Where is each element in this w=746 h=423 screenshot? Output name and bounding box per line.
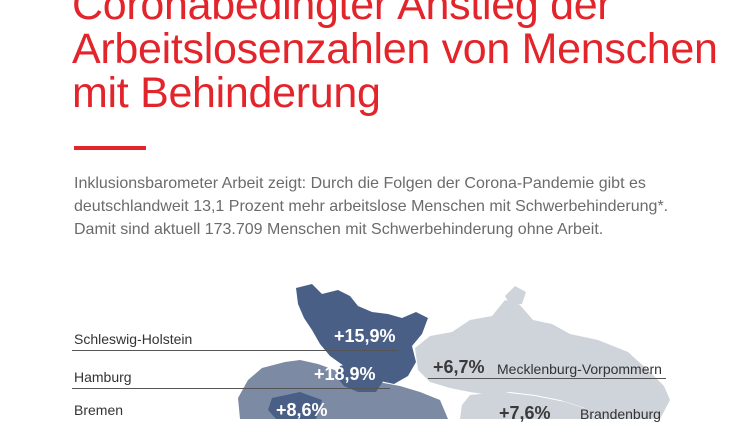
leader-line-mecklenburg-vorpommern [428, 378, 666, 379]
title-underline [74, 146, 146, 150]
page-title: Coronabedingter Anstieg der Arbeitslosen… [72, 0, 718, 117]
region-change-mecklenburg-vorpommern: +6,7% [433, 357, 485, 377]
lead-paragraph: Inklusionsbarometer Arbeit zeigt: Durch … [74, 175, 669, 238]
region-label-mecklenburg-vorpommern: Mecklenburg-Vorpommern [497, 361, 662, 377]
region-label-brandenburg: Brandenburg [580, 406, 661, 422]
region-change-hamburg: +18,9% [314, 364, 376, 384]
region-change-brandenburg: +7,6% [499, 403, 551, 423]
region-label-bremen: Bremen [74, 402, 124, 418]
region-change-schleswig-holstein: +15,9% [334, 326, 396, 346]
leader-line-hamburg [72, 388, 390, 389]
region-label-hamburg: Hamburg [74, 369, 132, 385]
region-shape-brandenburg [460, 392, 596, 419]
region-shape-bremen [268, 392, 322, 419]
region-label-schleswig-holstein: Schleswig-Holstein [74, 331, 193, 347]
region-shape-island [505, 286, 526, 305]
leader-line-schleswig-holstein [72, 350, 398, 351]
region-shape-mecklenburg-vorpommern [415, 300, 670, 419]
region-change-bremen: +8,6% [276, 400, 328, 420]
region-shape-hamburg [336, 362, 384, 392]
region-shape-schleswig-holstein [296, 284, 428, 384]
